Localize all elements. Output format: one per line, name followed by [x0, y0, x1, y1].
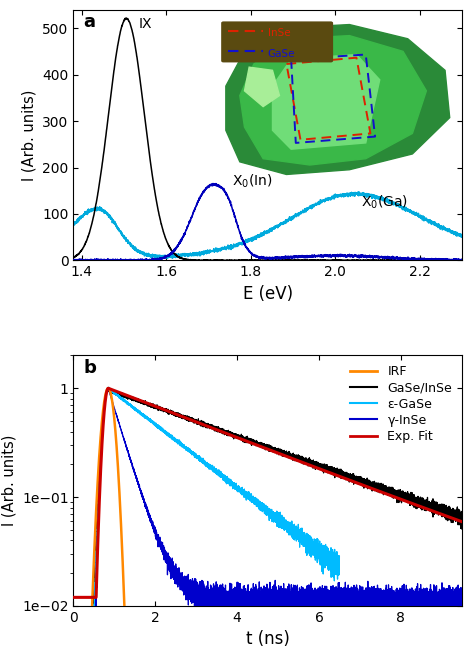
- Y-axis label: I (Arb. units): I (Arb. units): [1, 435, 17, 526]
- Text: X$_0$(In): X$_0$(In): [232, 172, 273, 189]
- X-axis label: t (ns): t (ns): [246, 630, 290, 648]
- Text: IX: IX: [139, 18, 153, 31]
- Y-axis label: I (Arb. units): I (Arb. units): [22, 89, 36, 181]
- Legend: IRF, GaSe/InSe, ε-GaSe, γ-InSe, Exp. Fit: IRF, GaSe/InSe, ε-GaSe, γ-InSe, Exp. Fit: [346, 362, 456, 447]
- Text: X$_0$(Ga): X$_0$(Ga): [361, 194, 408, 212]
- Text: b: b: [83, 359, 96, 377]
- X-axis label: E (eV): E (eV): [243, 285, 293, 303]
- Text: a: a: [83, 13, 95, 31]
